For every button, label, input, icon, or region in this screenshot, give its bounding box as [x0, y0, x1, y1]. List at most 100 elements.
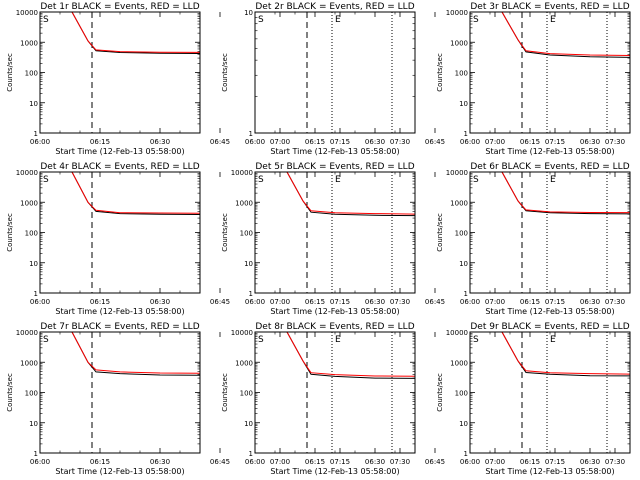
x-tick-label: 06:00	[30, 298, 50, 306]
x-tick-label: 06:30	[580, 458, 600, 466]
x-tick-label: 07:30	[605, 458, 625, 466]
x-tick-label: 06:00	[245, 138, 265, 146]
plot-frame	[469, 331, 631, 454]
panel-title: Det 3r BLACK = Events, RED = LLD	[470, 2, 629, 12]
plot-frame	[39, 331, 201, 454]
y-tick-label: 100	[25, 390, 38, 398]
x-tick-label: 06:30	[150, 138, 170, 146]
panel-title: Det 9r BLACK = Events, RED = LLD	[470, 322, 629, 332]
panel-title: Det 4r BLACK = Events, RED = LLD	[40, 162, 199, 172]
x-tick-label: 07:15	[330, 298, 350, 306]
y-tick-label: 1000	[20, 199, 38, 207]
marker-e-label: E	[550, 15, 556, 25]
y-tick-label: 1	[464, 450, 468, 458]
x-tick-label: 06:45	[425, 458, 445, 466]
plot-frame	[254, 331, 416, 454]
x-tick-label: 06:15	[520, 138, 540, 146]
x-tick-label: 06:00	[460, 458, 480, 466]
panel-det-8: Det 8r BLACK = Events, RED = LLD Counts/s…	[221, 322, 625, 476]
y-tick-label: 10000	[16, 9, 38, 17]
x-tick-label: 06:45	[425, 138, 445, 146]
x-tick-label: 06:00	[460, 138, 480, 146]
y-tick-label: 10000	[16, 169, 38, 177]
y-tick-label: 100	[455, 390, 468, 398]
series-line-lld	[470, 172, 630, 214]
series-line-lld	[255, 172, 415, 215]
y-tick-label: 1	[464, 290, 468, 298]
x-tick-label: 06:45	[210, 298, 230, 306]
series-line-lld	[40, 332, 200, 374]
x-tick-label: 07:00	[270, 298, 290, 306]
x-tick-label: 07:15	[330, 458, 350, 466]
y-tick-label: 10	[459, 100, 468, 108]
y-axis-label: Counts/sec	[6, 53, 14, 92]
x-tick-label: 07:15	[545, 298, 565, 306]
marker-e-label: E	[335, 335, 341, 345]
x-tick-label: 07:30	[390, 138, 410, 146]
x-tick-label: 06:15	[305, 458, 325, 466]
x-tick-label: 06:45	[210, 138, 230, 146]
series-line-events	[255, 332, 415, 379]
x-axis-label: Start Time (12-Feb-13 05:58:00)	[270, 147, 399, 156]
y-tick-label: 1	[249, 290, 253, 298]
y-axis-label: Counts/sec	[6, 213, 14, 252]
y-tick-label: 10000	[231, 329, 253, 337]
x-tick-label: 06:30	[150, 458, 170, 466]
x-tick-label: 06:00	[30, 458, 50, 466]
y-tick-label: 10000	[446, 9, 468, 17]
y-tick-label: 100	[455, 230, 468, 238]
marker-s-label: S	[43, 175, 49, 185]
x-tick-label: 06:15	[305, 298, 325, 306]
y-tick-label: 10000	[16, 329, 38, 337]
y-tick-label: 100	[25, 70, 38, 78]
x-tick-label: 06:45	[210, 458, 230, 466]
y-tick-label: 1000	[235, 359, 253, 367]
panel-det-9: Det 9r BLACK = Events, RED = LLD Counts/s…	[436, 322, 640, 476]
panel-title: Det 6r BLACK = Events, RED = LLD	[470, 162, 629, 172]
y-tick-label: 100	[240, 390, 253, 398]
x-tick-label: 07:30	[605, 298, 625, 306]
y-tick-label: 10000	[446, 329, 468, 337]
series-line-lld	[40, 12, 200, 53]
x-tick-label: 06:00	[245, 298, 265, 306]
y-tick-label: 1	[34, 290, 38, 298]
x-tick-label: 06:00	[30, 138, 50, 146]
y-tick-label: 10	[29, 420, 38, 428]
y-tick-label: 10	[459, 260, 468, 268]
y-tick-label: 1	[34, 130, 38, 138]
series-line-lld	[470, 332, 630, 375]
marker-e-label: E	[550, 175, 556, 185]
x-tick-label: 06:15	[90, 458, 110, 466]
panel-title: Det 8r BLACK = Events, RED = LLD	[255, 322, 414, 332]
y-tick-label: 10	[459, 420, 468, 428]
y-tick-label: 1	[249, 450, 253, 458]
y-tick-label: 1	[464, 130, 468, 138]
y-axis-label: Counts/sec	[436, 373, 444, 412]
plot-frame	[39, 11, 201, 134]
series-line-events	[255, 172, 415, 217]
x-tick-label: 07:00	[270, 458, 290, 466]
y-tick-label: 1000	[450, 39, 468, 47]
x-tick-label: 07:30	[390, 298, 410, 306]
x-tick-label: 06:30	[365, 298, 385, 306]
plot-frame	[254, 11, 416, 134]
y-tick-label: 10000	[446, 169, 468, 177]
marker-s-label: S	[473, 335, 479, 345]
x-axis-label: Start Time (12-Feb-13 05:58:00)	[55, 467, 184, 476]
plot-frame	[469, 11, 631, 134]
panel-det-4: Det 4r BLACK = Events, RED = LLD Counts/s…	[6, 162, 410, 316]
marker-s-label: S	[473, 175, 479, 185]
x-tick-label: 06:15	[90, 138, 110, 146]
marker-s-label: S	[258, 175, 264, 185]
x-axis-label: Start Time (12-Feb-13 05:58:00)	[55, 147, 184, 156]
x-axis-label: Start Time (12-Feb-13 05:58:00)	[485, 467, 614, 476]
y-axis-label: Counts/sec	[221, 373, 229, 412]
x-axis-label: Start Time (12-Feb-13 05:58:00)	[485, 147, 614, 156]
plot-frame	[469, 171, 631, 294]
x-tick-label: 07:00	[485, 138, 505, 146]
y-tick-label: 10	[244, 9, 253, 17]
y-tick-label: 100	[25, 230, 38, 238]
series-line-events	[40, 332, 200, 376]
y-tick-label: 100	[240, 230, 253, 238]
